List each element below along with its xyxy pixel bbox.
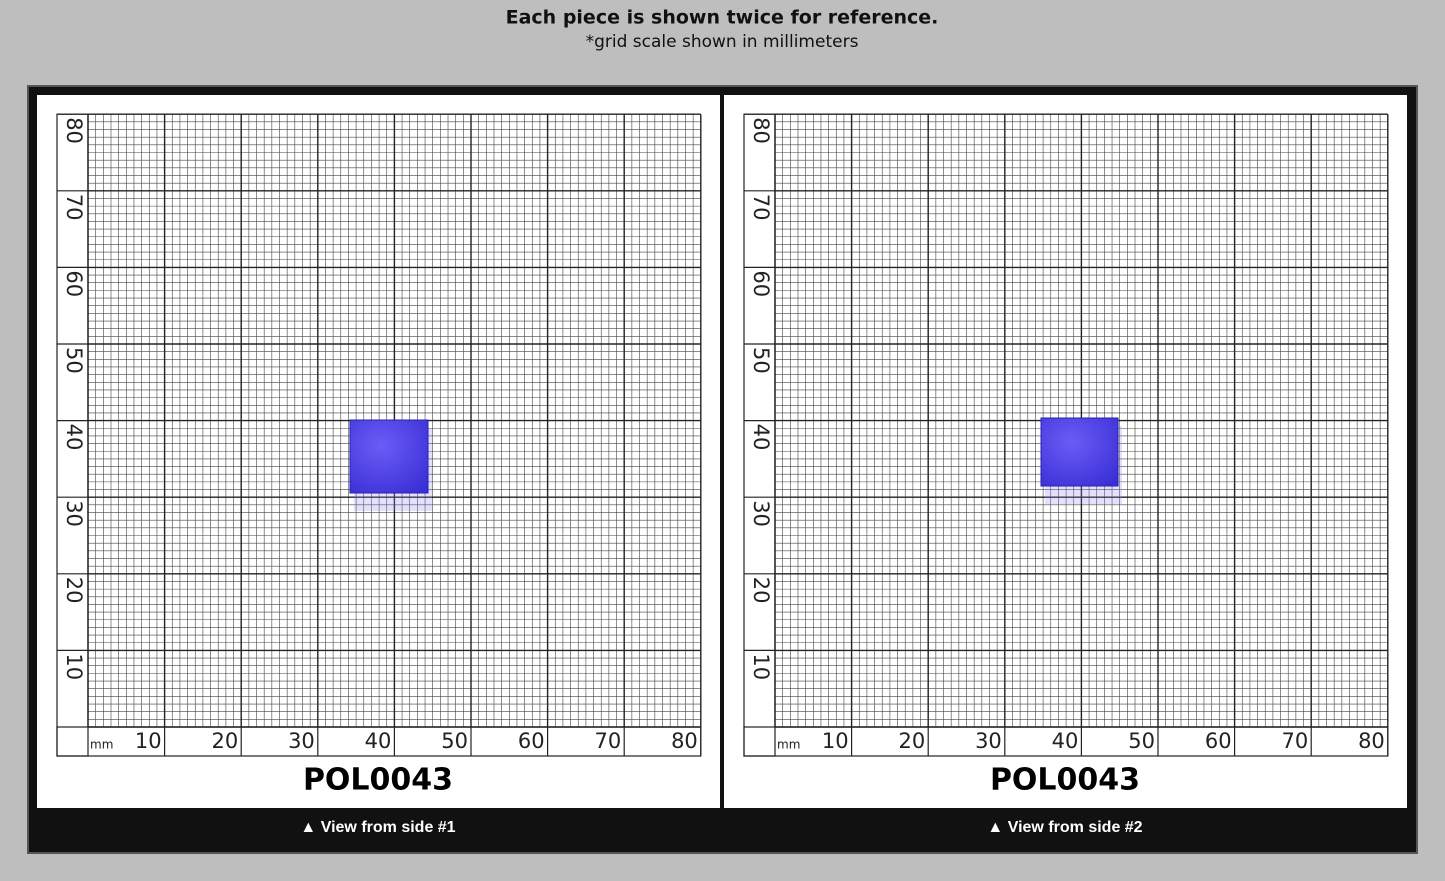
panel: 10 10 20 20 30 30 40 40 50 50 60 60 70 70 80 80 mm POL004… [37,95,720,836]
x-scale-label: 50 [441,729,468,753]
y-scale-label: 60 [749,270,773,297]
title: Each piece is shown twice for reference. [506,7,939,29]
piece-label: POL0043 [303,763,453,798]
y-scale-label: 70 [749,194,773,221]
gem [1040,417,1119,487]
y-scale-label: 10 [62,653,86,680]
panel-caption: ▲ View from side #2 [987,819,1142,836]
x-scale-label: 10 [822,729,849,753]
subtitle: *grid scale shown in millimeters [586,32,859,52]
y-scale-label: 50 [62,347,86,374]
x-scale-label: 30 [975,729,1002,753]
x-scale-label: 10 [135,729,162,753]
y-scale-label: 80 [62,117,86,144]
y-scale-label: 30 [749,500,773,527]
x-scale-label: 20 [898,729,925,753]
panel-caption: ▲ View from side #1 [300,819,455,836]
y-scale-label: 40 [749,424,773,451]
y-scale-label: 30 [62,500,86,527]
x-scale-label: 40 [365,729,392,753]
y-scale-label: 20 [62,577,86,604]
unit-label: mm [777,738,800,752]
x-scale-label: 80 [1358,729,1385,753]
x-scale-label: 60 [1205,729,1232,753]
x-scale-label: 40 [1052,729,1079,753]
unit-label: mm [90,738,113,752]
panel: 10 10 20 20 30 30 40 40 50 50 60 60 70 70 80 80 mm POL004… [724,95,1407,836]
x-scale-label: 70 [594,729,621,753]
x-scale-label: 50 [1128,729,1155,753]
piece-label: POL0043 [990,763,1140,798]
x-scale-label: 70 [1281,729,1308,753]
y-scale-label: 20 [749,577,773,604]
y-scale-label: 80 [749,117,773,144]
y-scale-label: 70 [62,194,86,221]
x-scale-label: 20 [211,729,238,753]
y-scale-label: 50 [749,347,773,374]
x-scale-label: 30 [288,729,315,753]
gem [349,419,429,494]
x-scale-label: 60 [518,729,545,753]
y-scale-label: 10 [749,653,773,680]
y-scale-label: 60 [62,270,86,297]
x-scale-label: 80 [671,729,698,753]
y-scale-label: 40 [62,424,86,451]
